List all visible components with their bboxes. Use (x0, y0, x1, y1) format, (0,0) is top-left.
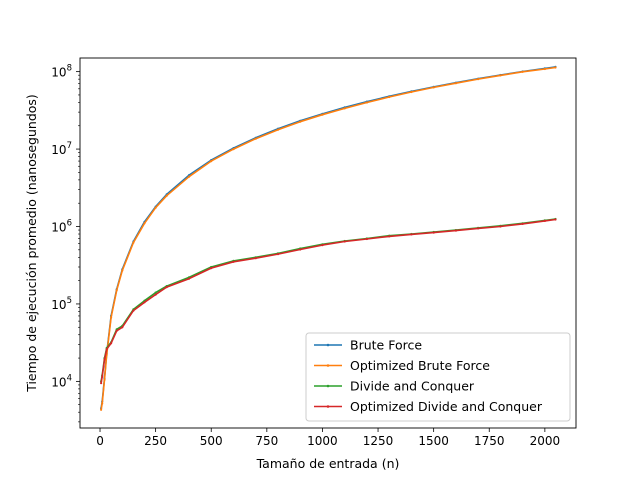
data-point (321, 244, 324, 247)
data-point (101, 402, 104, 405)
data-point (410, 233, 413, 236)
data-point (543, 219, 547, 222)
data-point (454, 229, 457, 232)
data-point (454, 82, 457, 85)
data-point (554, 218, 557, 221)
x-tick-label: 2000 (530, 434, 561, 448)
data-point (521, 222, 524, 225)
x-tick-label: 1000 (307, 434, 338, 448)
legend-label: Divide and Conquer (350, 379, 475, 394)
data-point (365, 237, 368, 241)
data-point (299, 120, 302, 123)
data-point (210, 267, 213, 270)
legend-box (305, 332, 571, 422)
legend-marker (326, 343, 330, 347)
legend-marker (326, 384, 330, 388)
data-point (343, 240, 346, 243)
x-tick-label: 1750 (474, 434, 505, 448)
x-tick-label: 750 (255, 434, 278, 448)
plot-frame (79, 57, 577, 429)
data-point (232, 260, 235, 263)
legend-label: Optimized Brute Force (350, 358, 490, 373)
data-point (254, 137, 257, 140)
data-point (132, 309, 135, 312)
legend-entries: Brute Force Optimized Brute Force Divide a… (314, 338, 543, 414)
data-point (165, 286, 168, 289)
x-tick-label: 1500 (418, 434, 449, 448)
data-point (254, 257, 257, 260)
x-tick-label: 0 (96, 434, 104, 448)
data-point (499, 225, 502, 228)
data-point (121, 269, 124, 272)
y-axis-label: Tiempo de ejecución promedio (nanosegund… (24, 94, 39, 393)
x-axis-ticks: 0 250 500 750 1000 1250 1500 1750 2000 (96, 428, 560, 448)
data-point (154, 293, 157, 296)
legend: Brute Force Optimized Brute Force Divide a… (305, 332, 571, 422)
legend-marker (326, 364, 330, 367)
data-point (100, 408, 103, 411)
legend-label: Optimized Divide and Conquer (350, 399, 543, 414)
y-tick-label: 104 (51, 373, 72, 389)
data-point (154, 291, 157, 294)
data-point (432, 231, 435, 234)
data-point (276, 253, 280, 256)
data-point (276, 128, 280, 131)
data-point (410, 90, 413, 94)
data-point (321, 113, 324, 116)
x-tick-label: 250 (144, 434, 167, 448)
y-axis-ticks: 104 105 106 107 108 (51, 64, 80, 423)
data-point (388, 95, 391, 99)
data-point (187, 175, 191, 178)
data-point (477, 78, 480, 81)
data-point (143, 301, 146, 304)
data-point (299, 248, 302, 251)
data-point (132, 241, 135, 244)
data-point (388, 235, 391, 238)
data-point (103, 378, 106, 381)
x-tick-label: 1250 (363, 434, 394, 448)
legend-label: Brute Force (350, 338, 422, 353)
data-point (432, 86, 435, 89)
data-point (110, 316, 113, 319)
data-point (343, 107, 346, 110)
plot-lines (100, 65, 557, 411)
data-point (105, 348, 108, 351)
y-tick-label: 108 (51, 64, 72, 80)
data-point (154, 206, 157, 209)
x-tick-label: 500 (200, 434, 223, 448)
legend-marker (326, 405, 330, 408)
data-point (187, 277, 191, 280)
data-point (165, 194, 168, 197)
data-point (103, 358, 106, 361)
y-tick-label: 105 (51, 296, 72, 312)
data-point (477, 227, 480, 230)
data-point (543, 67, 547, 71)
data-point (521, 70, 524, 73)
data-point (554, 66, 557, 69)
data-point (121, 326, 124, 329)
y-tick-label: 107 (51, 141, 72, 157)
y-tick-label: 106 (51, 219, 72, 235)
data-point (143, 222, 146, 225)
data-point (115, 329, 118, 332)
data-point (100, 382, 103, 385)
data-point (232, 148, 235, 151)
data-point (365, 101, 368, 104)
x-axis-label: Tamaño de entrada (n) (256, 456, 400, 471)
data-point (499, 74, 502, 77)
data-point (210, 160, 213, 163)
data-point (110, 342, 113, 345)
data-point (101, 375, 104, 378)
data-point (115, 289, 118, 292)
